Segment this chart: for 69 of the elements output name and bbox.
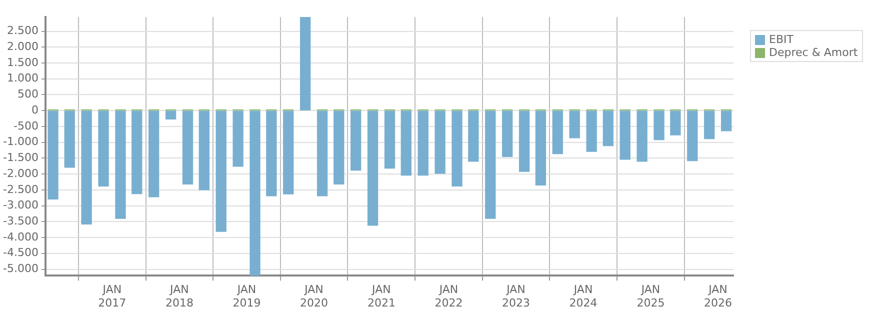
bar bbox=[165, 110, 176, 120]
bar bbox=[654, 110, 664, 140]
bar bbox=[367, 110, 378, 226]
bar bbox=[434, 110, 446, 174]
bar bbox=[636, 110, 648, 162]
legend-label: Deprec & Amort bbox=[769, 46, 858, 59]
bar bbox=[670, 110, 681, 136]
bar bbox=[518, 110, 530, 172]
bar bbox=[502, 110, 513, 157]
bar bbox=[250, 110, 260, 276]
legend-label: EBIT bbox=[769, 33, 794, 46]
bar bbox=[334, 110, 344, 185]
y-tick-label: -2.500 bbox=[2, 182, 38, 196]
y-tick-label: -2.000 bbox=[2, 166, 38, 180]
x-tick-label: JAN 2023 bbox=[502, 283, 530, 310]
y-tick-label: 500 bbox=[17, 88, 38, 101]
bar bbox=[216, 110, 226, 232]
y-tick-label: -1.500 bbox=[2, 151, 38, 164]
x-tick-label: JAN 2022 bbox=[434, 283, 463, 310]
bar bbox=[266, 110, 277, 196]
bar bbox=[535, 110, 546, 186]
bar bbox=[350, 110, 362, 171]
x-tick-label: JAN 2025 bbox=[636, 283, 665, 310]
bar bbox=[148, 110, 160, 198]
bar bbox=[182, 110, 194, 185]
bar bbox=[283, 110, 294, 194]
x-tick-label: JAN 2017 bbox=[98, 283, 126, 310]
bar bbox=[198, 110, 210, 190]
bar bbox=[720, 110, 732, 132]
bar bbox=[316, 110, 328, 196]
bar bbox=[586, 110, 597, 152]
bar bbox=[400, 110, 412, 176]
y-tick-label: -500 bbox=[13, 119, 38, 132]
y-tick-label: -4.000 bbox=[2, 230, 38, 244]
x-tick-label: JAN 2021 bbox=[367, 283, 396, 310]
x-tick-label: JAN 2019 bbox=[232, 283, 261, 310]
y-tick-label: 0 bbox=[31, 103, 38, 116]
y-tick-label: 2.000 bbox=[6, 40, 38, 54]
y-tick-label: 1.500 bbox=[6, 56, 38, 69]
y-tick-label: 2.500 bbox=[6, 24, 38, 38]
y-tick-label: -1.000 bbox=[2, 135, 38, 148]
bar bbox=[569, 110, 580, 138]
x-tick-label: JAN 2018 bbox=[165, 283, 194, 310]
y-tick-label: 1.000 bbox=[6, 72, 38, 85]
bar bbox=[468, 110, 479, 162]
bar bbox=[64, 110, 75, 168]
bar bbox=[620, 110, 630, 160]
y-tick-label: -3.500 bbox=[2, 214, 38, 228]
bar bbox=[300, 17, 311, 110]
y-tick-label: -4.500 bbox=[2, 246, 38, 260]
bar bbox=[384, 110, 396, 169]
bar bbox=[485, 110, 496, 219]
y-tick-label: -3.000 bbox=[2, 198, 38, 212]
bar bbox=[132, 110, 142, 194]
bar bbox=[552, 110, 563, 154]
bar bbox=[81, 110, 92, 225]
bar bbox=[98, 110, 109, 186]
y-tick-label: -5.000 bbox=[2, 262, 38, 276]
bar bbox=[418, 110, 428, 176]
bar bbox=[115, 110, 126, 219]
x-tick-label: JAN 2020 bbox=[300, 283, 328, 310]
x-tick-label: JAN 2024 bbox=[569, 283, 598, 310]
bar bbox=[602, 110, 614, 146]
bar bbox=[48, 110, 58, 200]
bar bbox=[232, 110, 244, 167]
bar bbox=[704, 110, 715, 140]
bar bbox=[687, 110, 698, 162]
x-tick-label: JAN 2026 bbox=[704, 283, 732, 310]
bar bbox=[452, 110, 462, 186]
